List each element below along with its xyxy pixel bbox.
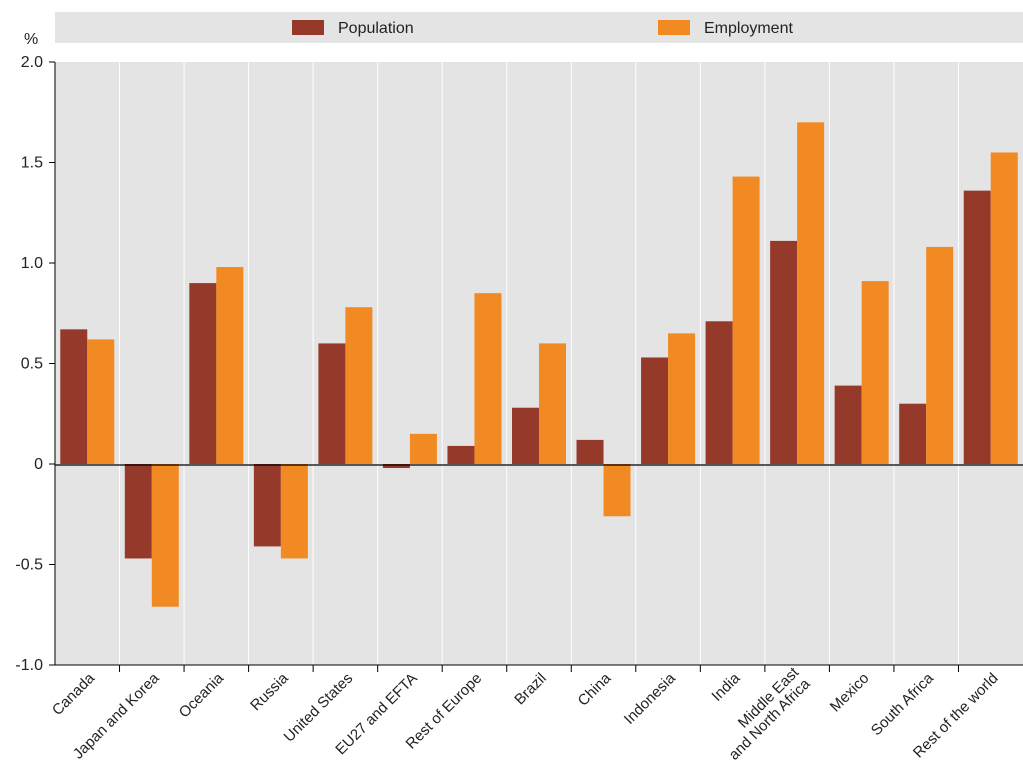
y-axis-unit-label: % [24,31,38,48]
bar-employment [861,281,889,464]
y-tick-label: -1.0 [15,657,43,674]
y-tick-label: -0.5 [15,557,43,574]
bar-population [189,283,217,464]
bar-employment [216,267,244,464]
legend-swatch-employment [658,20,690,35]
y-tick-label: 0.5 [21,356,43,373]
y-tick-label: 1.0 [21,255,43,272]
bar-population [576,439,604,464]
bar-employment [87,339,115,464]
bar-employment [280,464,308,559]
y-tick-label: 2.0 [21,54,43,71]
bar-employment [668,333,696,464]
bar-population [641,357,669,464]
x-tick-label: Mexico [827,670,873,716]
bar-employment [732,176,760,464]
bar-population [705,321,733,464]
bar-employment [409,433,437,464]
legend: Population Employment [292,20,793,37]
bar-employment [797,122,825,465]
legend-label-employment: Employment [704,20,793,37]
category-separators [119,62,959,665]
bar-population [512,407,539,464]
bar-population [899,403,927,464]
bar-population [834,385,862,464]
bar-population [253,464,281,547]
bar-population [770,240,798,464]
x-tick-label: Brazil [511,670,550,709]
y-tick-label: 0 [34,456,43,473]
bar-employment [539,343,566,464]
bar-employment [151,464,179,607]
legend-background [55,12,1023,43]
x-tick-label: Russia [247,669,292,714]
bars [60,122,1018,607]
bar-population [124,464,152,559]
bar-employment [926,246,954,464]
bar-population [963,190,991,464]
x-tick-label: Canada [49,669,99,719]
bar-population [60,329,88,464]
bar-population [382,464,410,469]
x-tick-label: South Africa [868,669,938,739]
x-tick-label: China [575,669,615,709]
x-tick-label: Indonesia [621,669,679,727]
bar-population [318,343,346,464]
y-tick-label: 1.5 [21,155,43,172]
bar-employment [345,307,373,464]
bar-employment [603,464,631,517]
y-axis-ticks: 2.0 1.5 1.0 0.5 0 -0.5 -1.0 [15,54,959,674]
bar-employment [990,152,1018,464]
bar-population [447,445,475,464]
x-tick-label: India [708,669,743,704]
legend-swatch-population [292,20,324,35]
x-tick-label: Oceania [176,669,228,721]
bar-employment [474,293,502,464]
legend-label-population: Population [338,20,414,37]
